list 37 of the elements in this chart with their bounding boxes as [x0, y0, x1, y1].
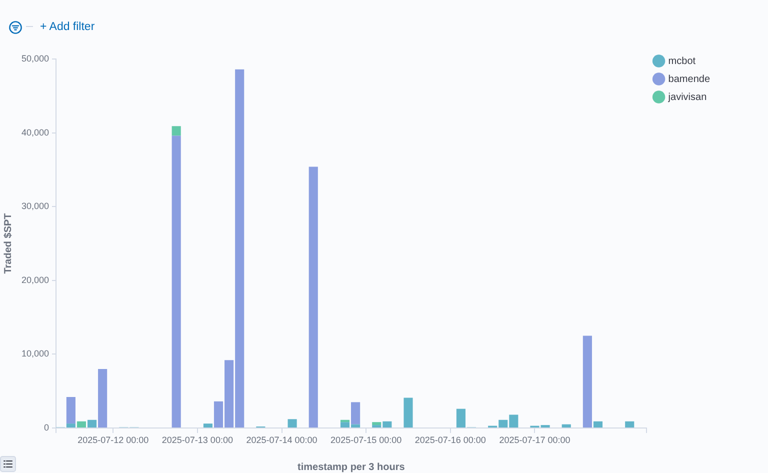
y-tick-label: 10,000: [21, 348, 49, 359]
bar: [288, 419, 297, 428]
bar: [66, 397, 76, 424]
x-tick-label: 2025-07-15 00:00: [330, 434, 402, 445]
legend-label: mcbot: [668, 56, 696, 67]
bar: [562, 424, 571, 428]
y-tick-label: 0: [44, 422, 49, 432]
bar: [456, 408, 466, 428]
bar: [203, 424, 212, 428]
bar: [98, 368, 108, 428]
bar: [76, 421, 86, 428]
y-axis-title: Traded $SPT: [2, 213, 14, 274]
legend-label: javivisan: [667, 92, 707, 103]
bar: [404, 398, 413, 428]
y-tick-label: 40,000: [21, 127, 49, 138]
bar: [372, 422, 382, 426]
bar: [172, 136, 181, 428]
bar: [582, 336, 592, 428]
x-tick-label: 2025-07-17 00:00: [499, 434, 570, 445]
x-tick-label: 2025-07-14 00:00: [246, 434, 318, 445]
bar: [172, 126, 181, 136]
x-tick-label: 2025-07-12 00:00: [78, 434, 149, 445]
x-tick-label: 2025-07-16 00:00: [414, 434, 486, 445]
bar: [625, 421, 634, 428]
bar: [340, 420, 350, 422]
x-axis-title: timestamp per 3 hours: [298, 462, 406, 473]
x-tick-label: 2025-07-13 00:00: [162, 434, 233, 445]
bar: [351, 402, 360, 424]
bar: [66, 424, 76, 428]
text: + Add filter: [40, 20, 95, 35]
y-tick-label: 50,000: [21, 53, 49, 64]
y-tick-label: 20,000: [21, 274, 49, 285]
y-tick-label: 30,000: [21, 201, 49, 212]
legend-label: bamende: [668, 74, 710, 85]
bar: [593, 421, 603, 428]
bar: [308, 166, 318, 428]
bar: [87, 420, 97, 428]
